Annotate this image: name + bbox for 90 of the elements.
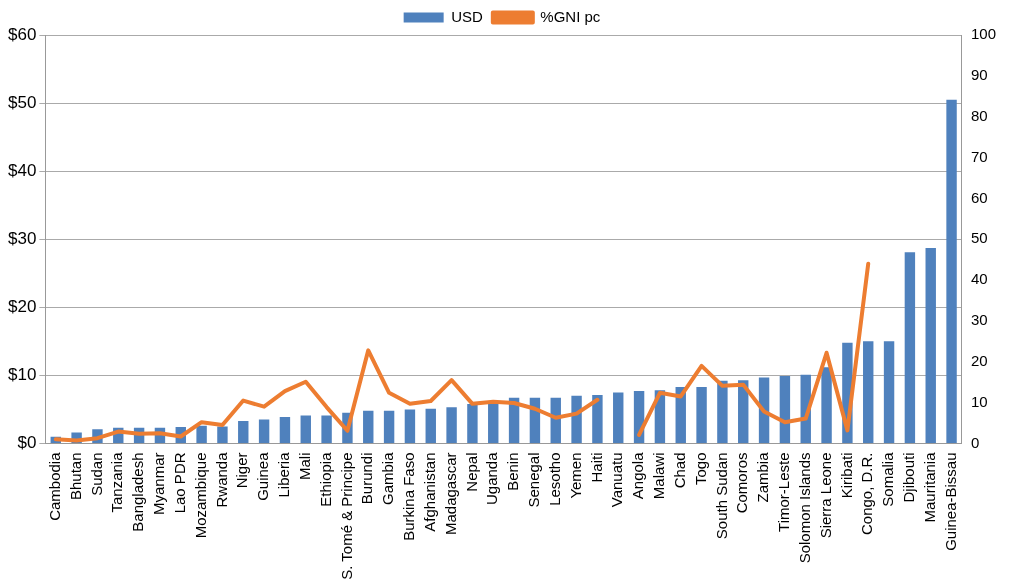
y2-tick-label: 10 <box>970 392 988 410</box>
bar <box>488 402 499 443</box>
x-tick-label: Solomon Islands <box>795 452 813 564</box>
x-tick-label: Mauritania <box>920 451 938 523</box>
y-tick-label: $40 <box>7 160 37 180</box>
bar <box>196 425 207 443</box>
y2-tick-label: 70 <box>970 147 988 165</box>
x-tick-label: Lao PDR <box>170 452 188 514</box>
bar <box>821 367 832 443</box>
x-tick-label: Uganda <box>483 451 501 505</box>
y2-tick-label: 0 <box>970 433 980 451</box>
x-tick-label: Chad <box>670 452 688 489</box>
x-tick-label: Madagascar <box>441 452 459 535</box>
y2-tick-label: 80 <box>970 106 988 124</box>
x-tick-label: Bhutan <box>66 452 84 500</box>
y-tick-label: $20 <box>7 296 37 316</box>
x-tick-label: Guinea-Bissau <box>941 452 959 551</box>
bar <box>258 419 270 443</box>
bar <box>696 386 707 443</box>
y2-tick-label: 100 <box>970 25 996 43</box>
x-tick-label: Burundi <box>358 452 376 505</box>
y2-tick-label: 60 <box>970 188 988 206</box>
x-tick-label: Somalia <box>879 451 897 507</box>
y-tick-label: $30 <box>7 228 37 248</box>
x-tick-label: Congo, D.R. <box>858 452 876 535</box>
x-tick-label: Yemen <box>566 452 584 499</box>
x-tick-label: Malawi <box>650 452 668 500</box>
x-tick-label: Benin <box>504 452 522 491</box>
bar <box>779 376 791 443</box>
x-tick-label: Sierra Leone <box>816 452 834 539</box>
bar <box>717 380 728 443</box>
legend-label: USD <box>451 7 483 25</box>
legend-label: %GNI pc <box>540 7 601 25</box>
bar <box>425 408 436 443</box>
x-tick-label: Myanmar <box>150 452 168 515</box>
bar <box>613 392 624 443</box>
bar <box>404 409 416 443</box>
x-tick-label: Comoros <box>733 452 751 514</box>
y2-tick-label: 90 <box>970 65 988 83</box>
x-tick-label: Afghanistan <box>420 452 438 532</box>
bar <box>383 410 395 443</box>
x-tick-label: Nepal <box>462 452 480 492</box>
x-tick-label: Mozambique <box>191 452 209 539</box>
y-tick-label: $50 <box>7 92 37 112</box>
y-tick-label: $10 <box>7 365 37 385</box>
x-tick-label: Mali <box>295 452 313 480</box>
x-tick-label: Lesotho <box>545 452 563 506</box>
bar <box>238 420 249 443</box>
y2-tick-label: 40 <box>970 270 988 288</box>
bar <box>946 99 957 443</box>
bar <box>217 426 228 443</box>
x-tick-label: Bangladesh <box>129 452 147 532</box>
x-tick-label: Tanzania <box>108 451 126 513</box>
y-tick-label: $0 <box>17 433 37 453</box>
bar <box>446 407 457 443</box>
x-tick-label: Djibouti <box>900 452 918 503</box>
bar <box>904 252 916 443</box>
x-tick-label: Rwanda <box>212 451 230 508</box>
bar <box>363 410 374 443</box>
x-tick-label: Cambodia <box>45 451 63 521</box>
x-tick-label: Gambia <box>379 451 397 505</box>
x-tick-label: Timor-Leste <box>775 452 793 532</box>
x-tick-label: Senegal <box>525 452 543 508</box>
bar <box>863 341 874 443</box>
x-tick-label: Burkina Faso <box>400 452 418 541</box>
bar <box>883 341 895 443</box>
x-tick-label: Guinea <box>254 451 272 501</box>
x-tick-label: Vanuatu <box>608 452 626 508</box>
x-tick-label: Angola <box>629 451 647 500</box>
y2-tick-label: 50 <box>970 229 988 247</box>
bar <box>571 395 582 443</box>
x-tick-label: Zambia <box>754 451 772 503</box>
bar <box>592 395 603 443</box>
x-tick-label: Liberia <box>275 451 293 498</box>
x-tick-label: Togo <box>691 452 709 485</box>
x-tick-label: Ethiopia <box>316 451 334 507</box>
y-tick-label: $60 <box>7 24 37 44</box>
x-tick-label: South Sudan <box>712 452 730 540</box>
bar <box>300 415 311 443</box>
x-tick-label: S. Tomé & Principe <box>337 452 355 580</box>
y2-tick-label: 30 <box>970 311 988 329</box>
bar <box>467 403 478 443</box>
bar <box>321 415 332 443</box>
bar <box>925 248 936 443</box>
x-tick-label: Sudan <box>87 452 105 496</box>
x-tick-label: Haiti <box>587 452 605 483</box>
y2-tick-label: 20 <box>970 351 988 369</box>
bar <box>279 416 291 443</box>
x-tick-label: Niger <box>233 452 251 489</box>
x-tick-label: Kiribati <box>837 452 855 499</box>
